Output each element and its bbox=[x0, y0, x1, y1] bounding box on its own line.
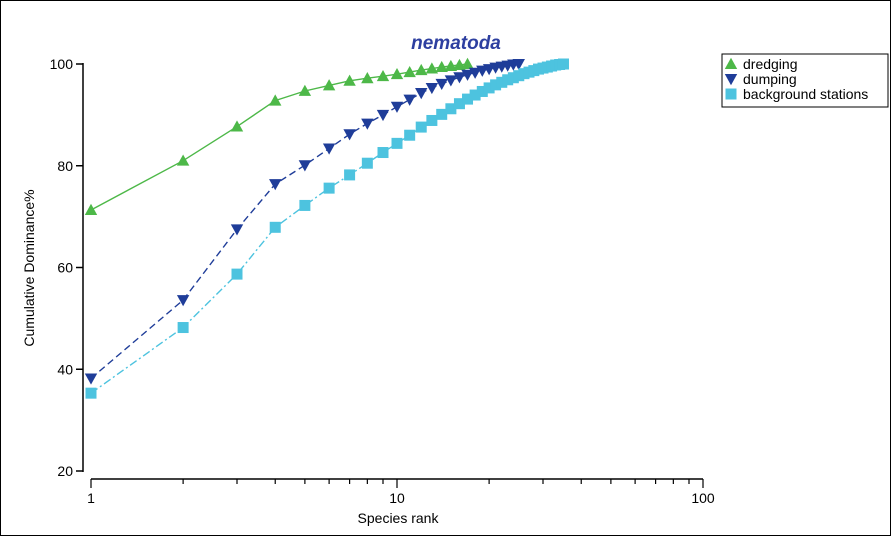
data-point bbox=[403, 94, 416, 106]
data-point bbox=[453, 98, 465, 110]
data-point bbox=[322, 79, 336, 91]
data-point bbox=[269, 94, 282, 106]
legend-label: dumping bbox=[743, 71, 797, 87]
data-point bbox=[724, 74, 738, 86]
plot-area bbox=[84, 57, 569, 399]
data-point bbox=[376, 70, 390, 82]
data-point bbox=[298, 160, 312, 172]
y-tick-label: 80 bbox=[57, 158, 73, 174]
data-point bbox=[436, 108, 448, 120]
data-point bbox=[343, 74, 356, 86]
data-point bbox=[415, 63, 428, 76]
data-point bbox=[496, 76, 508, 88]
data-point bbox=[230, 224, 244, 236]
data-point bbox=[404, 129, 416, 141]
data-point bbox=[230, 120, 244, 132]
data-point bbox=[298, 84, 312, 96]
legend-box bbox=[721, 53, 889, 108]
data-point bbox=[476, 85, 488, 97]
data-point bbox=[344, 169, 356, 181]
data-point bbox=[469, 89, 481, 101]
data-point bbox=[490, 79, 502, 91]
x-tick-label: 10 bbox=[389, 490, 405, 506]
series-background-stations bbox=[85, 58, 569, 399]
series-dredging bbox=[84, 57, 474, 215]
y-tick-label: 20 bbox=[57, 463, 73, 479]
legend-item: background stations bbox=[725, 86, 868, 102]
data-point bbox=[435, 60, 448, 73]
x-tick-label: 100 bbox=[691, 490, 715, 506]
data-point bbox=[425, 82, 439, 95]
data-point bbox=[403, 65, 416, 78]
data-point bbox=[376, 109, 390, 122]
legend-item: dredging bbox=[724, 56, 798, 72]
data-point bbox=[84, 373, 98, 385]
data-point bbox=[176, 295, 190, 307]
data-point bbox=[426, 114, 438, 126]
x-axis-label: Species rank bbox=[358, 510, 440, 526]
data-point bbox=[502, 74, 514, 86]
legend-item: dumping bbox=[724, 71, 797, 87]
data-point bbox=[462, 93, 474, 105]
data-point bbox=[415, 88, 428, 100]
data-point bbox=[725, 88, 737, 100]
data-point bbox=[84, 203, 98, 215]
data-point bbox=[361, 72, 374, 84]
data-point bbox=[391, 137, 403, 149]
data-point bbox=[445, 103, 457, 115]
y-axis-label: Cumulative Dominance% bbox=[21, 189, 37, 346]
data-point bbox=[390, 67, 404, 80]
axes: 20 40 60 80 100 1 10 100 bbox=[50, 56, 715, 506]
data-point bbox=[177, 322, 189, 334]
legend-label: background stations bbox=[743, 86, 868, 102]
data-point bbox=[390, 101, 404, 113]
data-point bbox=[323, 182, 335, 194]
y-tick-label: 60 bbox=[57, 260, 73, 276]
chart-title: nematoda bbox=[411, 33, 501, 54]
data-point bbox=[483, 82, 495, 94]
data-point bbox=[468, 67, 482, 79]
data-point bbox=[377, 147, 389, 159]
data-point bbox=[269, 221, 281, 233]
data-point bbox=[444, 75, 458, 87]
data-point bbox=[85, 387, 97, 399]
legend-label: dredging bbox=[743, 56, 798, 72]
y-tick-label: 100 bbox=[50, 56, 74, 72]
data-point bbox=[299, 199, 311, 211]
series-dumping bbox=[84, 59, 525, 385]
x-tick-label: 1 bbox=[87, 490, 95, 506]
data-point bbox=[176, 154, 190, 166]
data-point bbox=[269, 179, 282, 191]
data-point bbox=[724, 57, 738, 69]
series-line bbox=[90, 63, 564, 394]
data-point bbox=[435, 78, 448, 91]
data-point bbox=[453, 72, 466, 84]
data-point bbox=[361, 157, 373, 169]
data-point bbox=[231, 268, 243, 280]
data-point bbox=[415, 121, 427, 133]
data-point bbox=[361, 118, 374, 130]
data-point bbox=[461, 57, 474, 69]
y-tick-label: 40 bbox=[57, 361, 73, 377]
data-point bbox=[322, 143, 336, 155]
data-point bbox=[425, 62, 439, 74]
data-point bbox=[343, 129, 356, 141]
data-point bbox=[461, 69, 474, 81]
data-point bbox=[512, 59, 525, 71]
data-point bbox=[444, 59, 458, 71]
data-point bbox=[557, 58, 569, 70]
